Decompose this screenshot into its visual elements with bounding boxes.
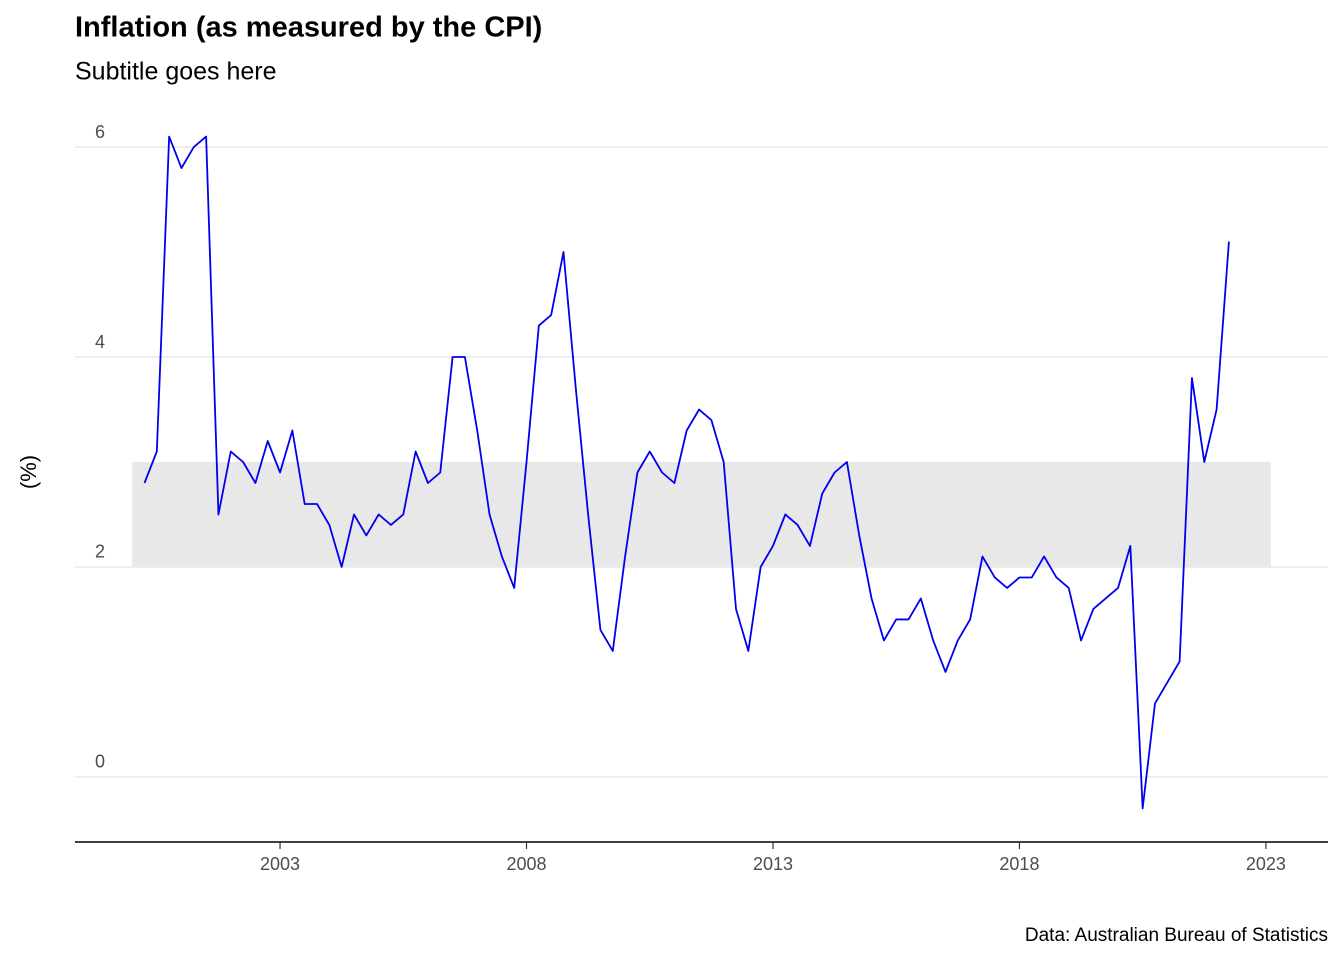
chart-title: Inflation (as measured by the CPI) <box>75 12 542 44</box>
target-band <box>132 462 1271 567</box>
x-tick-label: 2003 <box>260 854 300 874</box>
chart-subtitle: Subtitle goes here <box>75 58 277 86</box>
data-line <box>143 135 1230 810</box>
x-tick-label: 2023 <box>1246 854 1286 874</box>
y-tick-label: 2 <box>95 542 105 562</box>
y-tick-label: 0 <box>95 752 105 772</box>
x-tick-label: 2008 <box>506 854 546 874</box>
caption: Data: Australian Bureau of Statistics <box>1025 925 1328 946</box>
y-tick-label: 6 <box>95 122 105 142</box>
y-axis-label: (%) <box>16 455 41 489</box>
x-tick-label: 2013 <box>753 854 793 874</box>
y-tick-label: 4 <box>95 332 105 352</box>
x-tick-label: 2018 <box>999 854 1039 874</box>
